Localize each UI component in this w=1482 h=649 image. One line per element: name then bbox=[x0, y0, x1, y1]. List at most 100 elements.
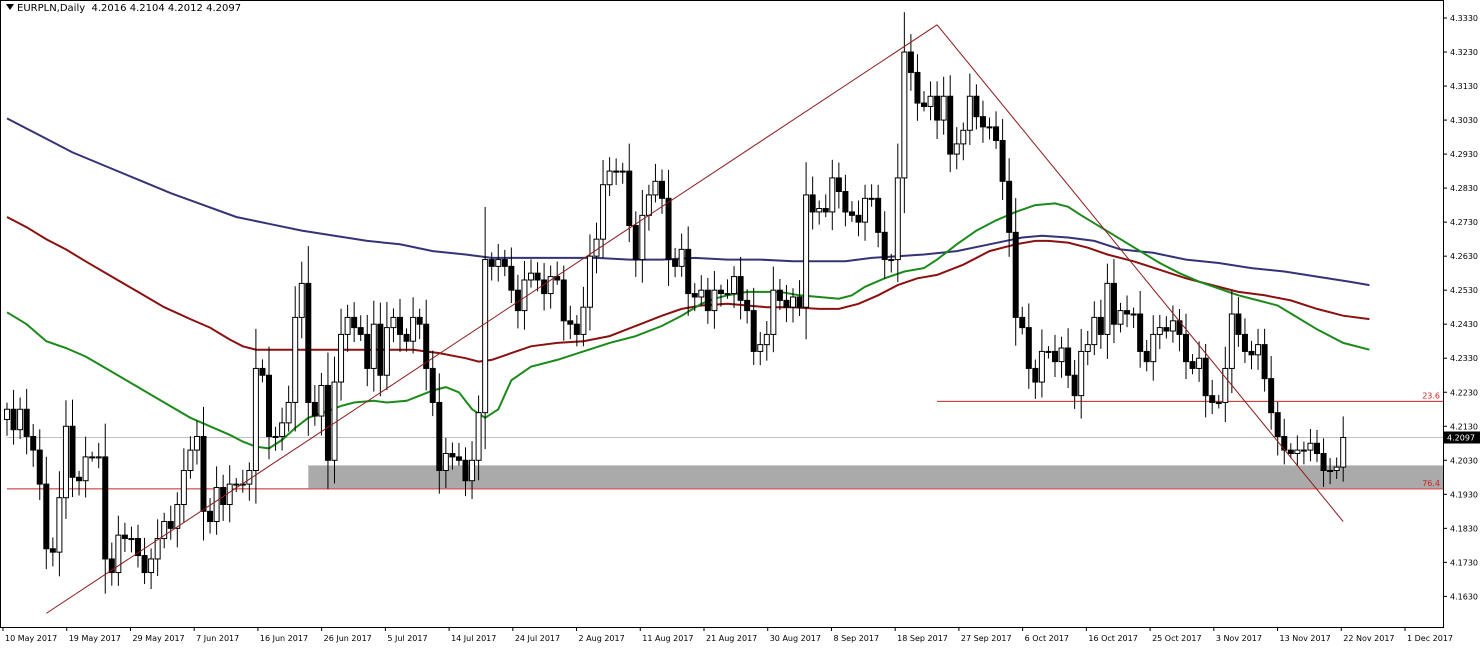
bear-candle-body bbox=[305, 282, 312, 403]
bull-candle-body bbox=[1078, 350, 1085, 397]
bear-candle-body bbox=[567, 320, 574, 325]
candle bbox=[1268, 356, 1275, 430]
bear-candle-body bbox=[1025, 327, 1032, 369]
candle bbox=[567, 305, 574, 340]
bull-candle-body bbox=[829, 177, 836, 213]
bull-candle-body bbox=[1150, 333, 1157, 363]
candle bbox=[685, 226, 692, 316]
candle bbox=[1038, 329, 1045, 398]
bear-candle-body bbox=[76, 476, 83, 482]
bear-candle-body bbox=[501, 259, 508, 267]
chevron-down-icon[interactable] bbox=[6, 4, 14, 10]
candle bbox=[881, 211, 888, 279]
bear-candle-body bbox=[783, 299, 790, 308]
plot-frame bbox=[0, 0, 1444, 628]
bear-candle-body bbox=[691, 293, 698, 298]
candle bbox=[331, 356, 338, 484]
bear-candle-body bbox=[102, 456, 109, 560]
bull-candle-body bbox=[482, 259, 489, 414]
bull-candle-body bbox=[953, 143, 960, 155]
candle bbox=[318, 372, 325, 436]
bull-candle-body bbox=[1196, 357, 1203, 369]
candle bbox=[174, 492, 181, 548]
bull-candle-body bbox=[154, 538, 161, 560]
candle bbox=[901, 12, 908, 214]
bull-candle-body bbox=[370, 323, 377, 369]
candle bbox=[469, 441, 476, 500]
candle bbox=[1097, 299, 1104, 349]
bull-candle-body bbox=[279, 422, 286, 437]
bull-candle-body bbox=[1340, 436, 1347, 468]
candle bbox=[436, 373, 443, 494]
x-tick-label: 11 Aug 2017 bbox=[642, 634, 693, 643]
candle bbox=[907, 34, 914, 91]
bear-candle-body bbox=[397, 316, 403, 335]
candle bbox=[344, 304, 351, 352]
candle bbox=[1274, 401, 1281, 456]
candle bbox=[966, 73, 973, 145]
candle bbox=[750, 287, 757, 365]
candle bbox=[632, 211, 639, 277]
candle bbox=[1130, 307, 1137, 328]
candle bbox=[1006, 158, 1013, 257]
bull-candle-body bbox=[698, 289, 705, 298]
candle bbox=[95, 442, 102, 469]
candle bbox=[521, 261, 528, 330]
bull-candle-body bbox=[1300, 449, 1307, 452]
trendline bbox=[46, 24, 938, 614]
bull-candle-body bbox=[731, 276, 738, 295]
candle bbox=[128, 526, 135, 553]
candle bbox=[298, 261, 305, 339]
candle bbox=[416, 308, 423, 340]
bull-candle-body bbox=[652, 180, 659, 196]
candle bbox=[940, 76, 947, 135]
bear-candle-body bbox=[907, 51, 914, 73]
bull-candle-body bbox=[586, 255, 593, 308]
candle bbox=[691, 283, 698, 312]
bull-candle-body bbox=[128, 538, 135, 541]
candle bbox=[252, 328, 259, 504]
candle bbox=[272, 426, 279, 451]
candle bbox=[960, 122, 967, 161]
candle bbox=[1110, 259, 1117, 344]
bear-candle-body bbox=[973, 95, 980, 118]
bear-candle-body bbox=[121, 534, 128, 540]
candle bbox=[292, 286, 299, 432]
candle bbox=[1071, 359, 1078, 409]
bear-candle-body bbox=[1235, 313, 1242, 335]
bull-candle-body bbox=[213, 487, 220, 523]
bear-candle-body bbox=[135, 538, 141, 557]
candle bbox=[829, 159, 836, 231]
y-tick-label: 4.2730 bbox=[1450, 218, 1478, 227]
x-tick-label: 16 Oct 2017 bbox=[1088, 634, 1137, 643]
candle bbox=[82, 436, 89, 498]
candle bbox=[731, 266, 738, 308]
bear-candle-body bbox=[717, 289, 724, 295]
bear-candle-body bbox=[626, 170, 633, 227]
candle bbox=[894, 143, 901, 283]
x-tick-label: 19 May 2017 bbox=[69, 634, 121, 643]
bear-candle-body bbox=[1268, 378, 1275, 414]
x-tick-label: 6 Oct 2017 bbox=[1025, 634, 1069, 643]
candle bbox=[1320, 438, 1327, 488]
candle bbox=[586, 234, 593, 331]
level-label: 76.4 bbox=[1422, 479, 1440, 488]
candle bbox=[30, 423, 37, 467]
bull-candle-body bbox=[1117, 310, 1124, 325]
bear-candle-body bbox=[1065, 347, 1072, 376]
bull-candle-body bbox=[1104, 282, 1111, 335]
candle bbox=[711, 270, 718, 329]
candle bbox=[1189, 354, 1196, 375]
bull-candle-body bbox=[593, 238, 600, 257]
bull-candle-body bbox=[894, 177, 901, 261]
bull-candle-body bbox=[613, 170, 620, 173]
bear-candle-body bbox=[1097, 316, 1104, 335]
candle bbox=[1209, 379, 1216, 415]
candle bbox=[56, 471, 63, 577]
candle bbox=[1124, 295, 1131, 328]
candle bbox=[475, 395, 482, 481]
x-tick-label: 24 Jul 2017 bbox=[515, 634, 560, 643]
bull-candle-body bbox=[1255, 344, 1262, 356]
candle bbox=[488, 252, 495, 281]
